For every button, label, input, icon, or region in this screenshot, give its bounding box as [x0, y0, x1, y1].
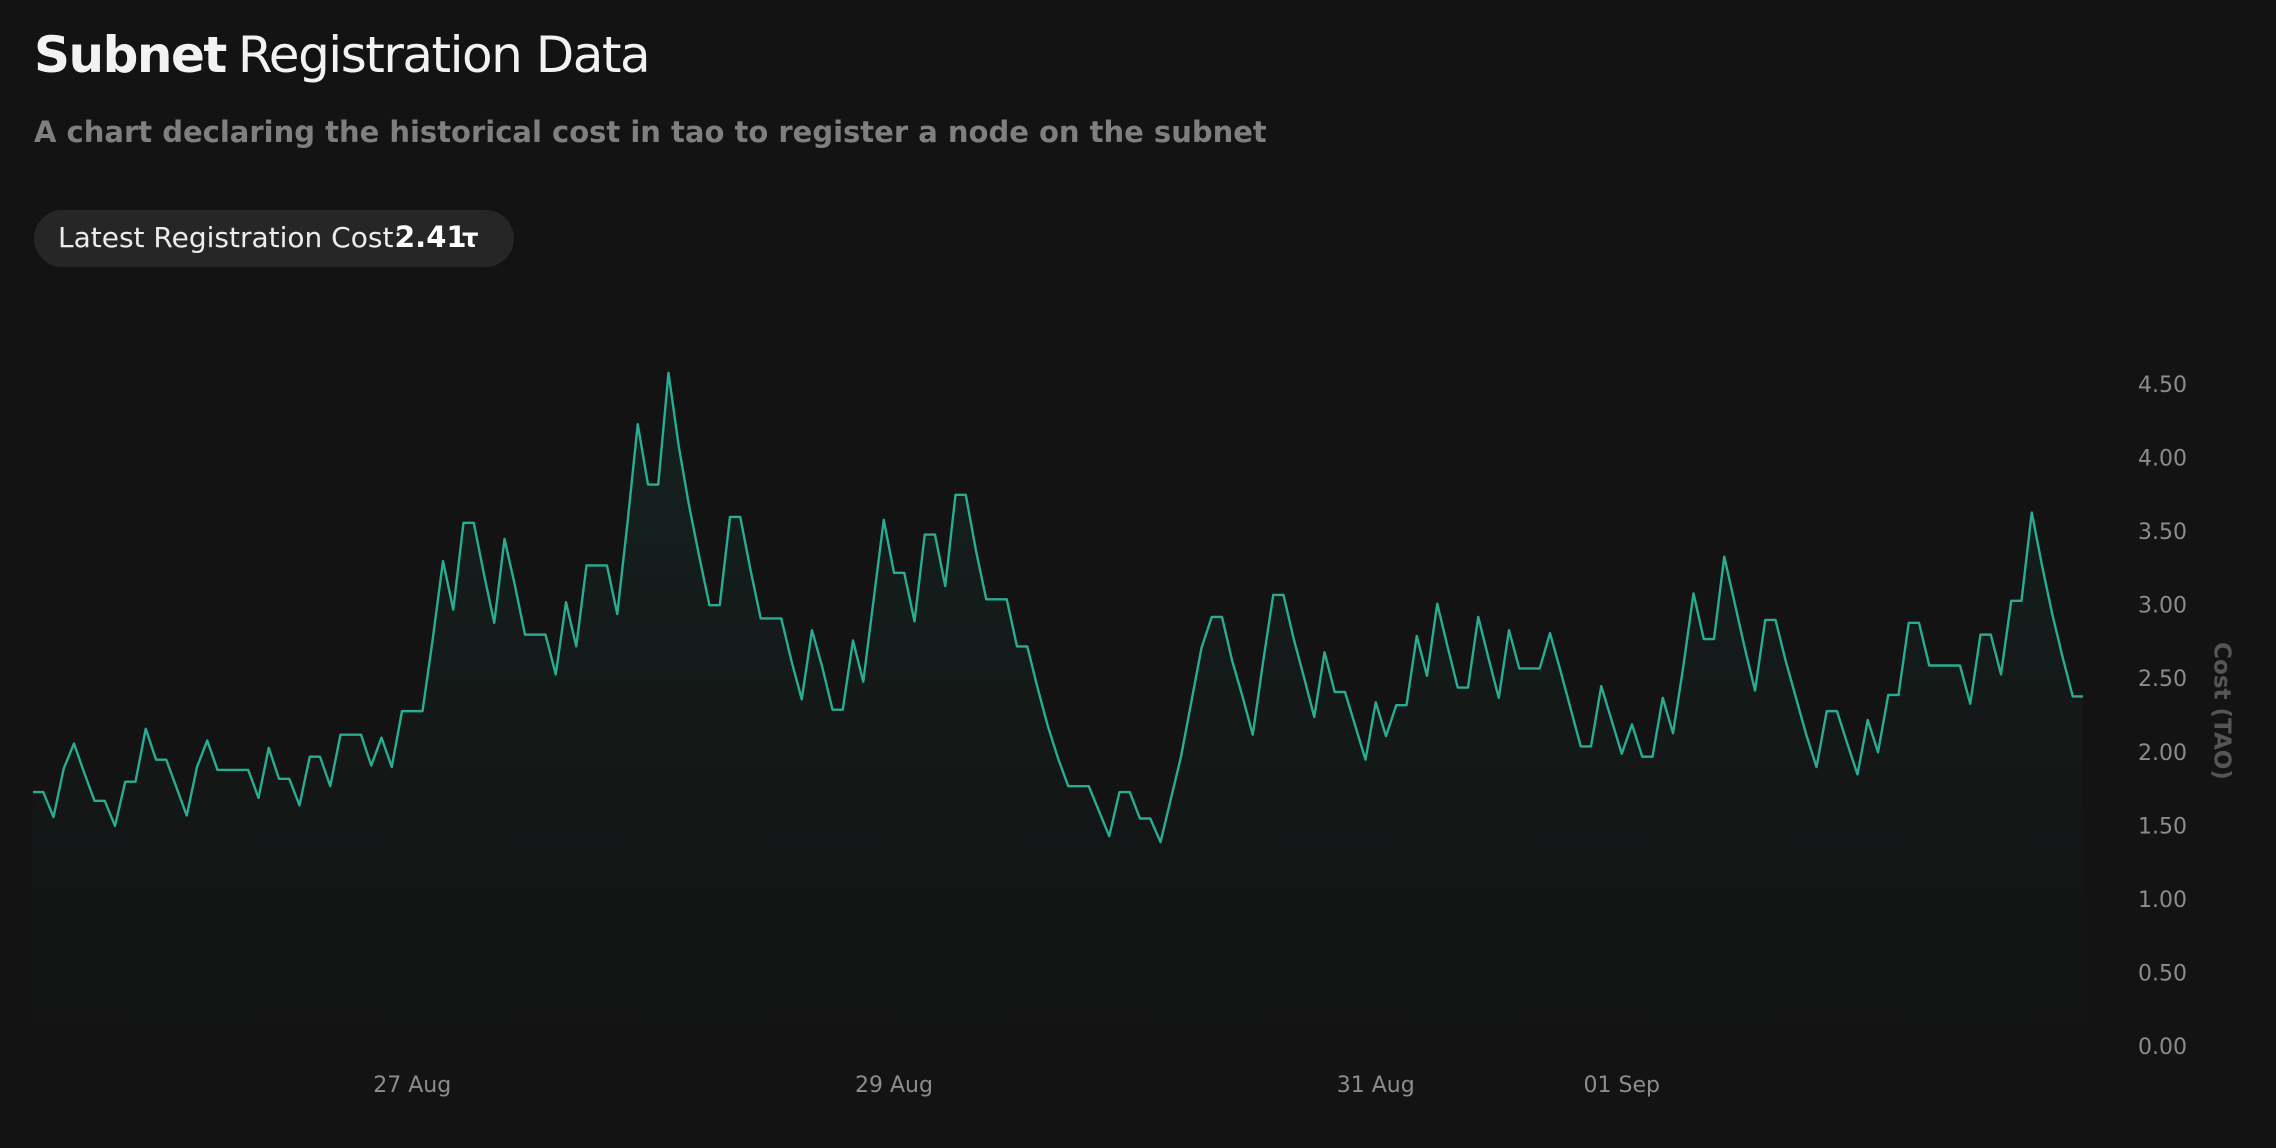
title-bold: Subnet: [34, 26, 226, 84]
latest-value: 2.41: [395, 220, 467, 254]
latest-unit: τ: [462, 224, 479, 254]
line-area: [33, 372, 2083, 1048]
y-tick-label: 2.50: [2138, 667, 2187, 692]
x-tick-label: 31 Aug: [1337, 1073, 1415, 1098]
y-tick-label: 3.50: [2138, 520, 2187, 545]
y-tick-label: 3.00: [2138, 594, 2187, 619]
y-tick-label: 4.00: [2138, 447, 2187, 472]
y-tick-label: 2.00: [2138, 741, 2187, 766]
x-tick-label: 01 Sep: [1584, 1073, 1660, 1098]
y-tick-label: 0.00: [2138, 1035, 2187, 1060]
latest-badge: [34, 210, 514, 267]
x-tick-label: 29 Aug: [855, 1073, 933, 1098]
latest-label: Latest Registration Cost:: [58, 221, 403, 254]
y-tick-label: 4.50: [2138, 373, 2187, 398]
y-tick-label: 0.50: [2138, 961, 2187, 986]
chart-title: Subnet Registration Data: [34, 26, 649, 84]
y-axis-label: Cost (TAO): [2209, 642, 2235, 780]
y-tick-label: 1.50: [2138, 814, 2187, 839]
x-tick-label: 27 Aug: [373, 1073, 451, 1098]
line: [33, 371, 2083, 844]
y-tick-label: 1.00: [2138, 888, 2187, 913]
title-light: Registration Data: [238, 26, 649, 84]
chart-subtitle: A chart declaring the historical cost in…: [34, 115, 1267, 149]
